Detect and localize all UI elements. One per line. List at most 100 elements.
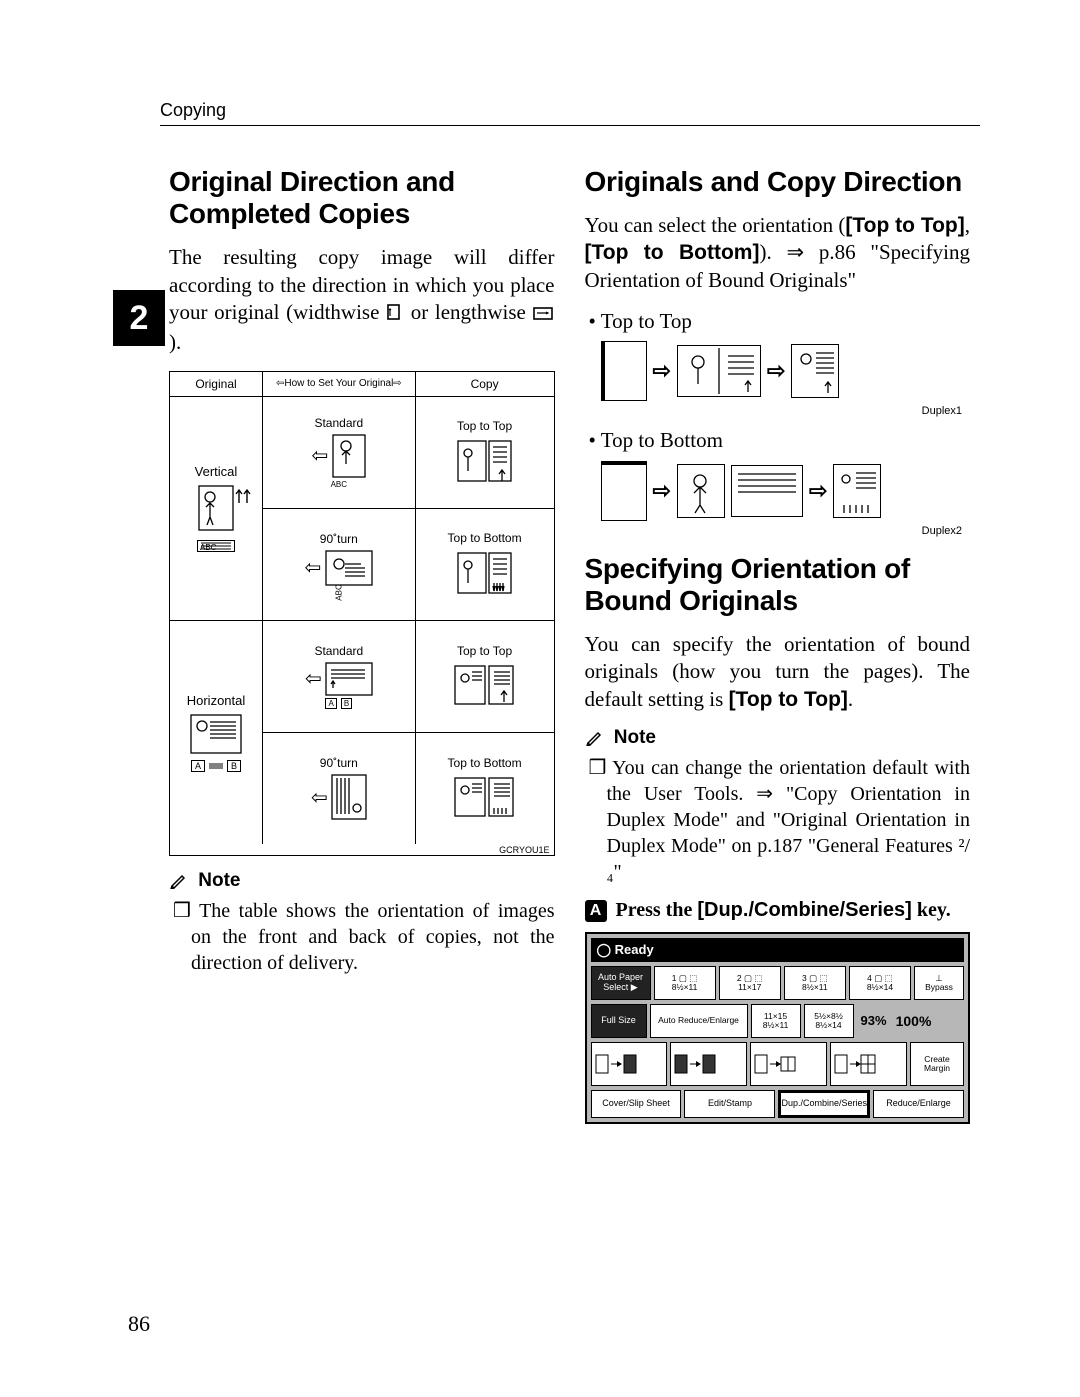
auto-reduce-enlarge-button[interactable]: Auto Reduce/Enlarge <box>650 1004 748 1038</box>
step-b: [Dup./Combine/Series] <box>697 899 911 921</box>
label-ttb-v: Top to Bottom <box>448 531 522 545</box>
duplex-icon-1 <box>594 1051 638 1077</box>
p2-b: [Top to Top] <box>729 688 848 711</box>
ref-ttb: Duplex2 <box>585 525 963 537</box>
step-1: A Press the [Dup./Combine/Series] key. <box>585 899 971 922</box>
page: Copying 2 Original Direction and Complet… <box>0 0 1080 1397</box>
heading-specifying: Specifying Orientation of Bound Original… <box>585 553 971 617</box>
tab-edit-stamp[interactable]: Edit/Stamp <box>684 1090 775 1118</box>
th-howto: ⇦How to Set Your Original⇨ <box>263 372 416 396</box>
spread-ttt-icon <box>678 346 760 396</box>
intro-text-c: ). <box>169 330 181 354</box>
label-b: B <box>227 760 241 772</box>
tray-3-button[interactable]: 3 ▢ ⬚8½×11 <box>784 966 846 1000</box>
pencil-icon <box>585 728 603 746</box>
turn90-v-icon <box>325 550 373 586</box>
ttt-v-icon <box>457 437 513 485</box>
bullet-top-to-bottom: Top to Bottom <box>603 427 971 454</box>
out-ttb <box>833 464 881 518</box>
create-margin-button[interactable]: CreateMargin <box>910 1042 964 1086</box>
note-label-left: Note <box>198 870 240 891</box>
mid-ttb-icon <box>678 465 724 517</box>
combine-mode-2-button[interactable] <box>830 1042 907 1086</box>
step-a: Press the <box>616 899 698 921</box>
label-standard-h: Standard <box>314 644 363 658</box>
th-original: Original <box>170 372 263 396</box>
control-panel: ◯ Ready Auto PaperSelect ▶ 1 ▢ ⬚8½×11 2 … <box>585 932 971 1124</box>
orientation-table: Original ⇦How to Set Your Original⇨ Copy… <box>169 371 555 856</box>
abc-label-3: ABC <box>334 584 343 600</box>
label-90turn-v: 90˚turn <box>320 532 358 546</box>
up-arrows-icon <box>234 487 254 505</box>
tab-cover-slip-sheet[interactable]: Cover/Slip Sheet <box>591 1090 682 1118</box>
combine-icon-2 <box>833 1051 877 1077</box>
panel-row-duplex: CreateMargin <box>591 1042 965 1086</box>
cell-ttt-h: Top to Top <box>416 621 554 733</box>
tray-1-button[interactable]: 1 ▢ ⬚8½×11 <box>654 966 716 1000</box>
sheet-in-ttt <box>601 341 647 401</box>
pencil-icon <box>169 871 187 889</box>
combine-mode-1-button[interactable] <box>750 1042 827 1086</box>
sheet-in-ttb <box>601 461 647 521</box>
step-c: key. <box>912 899 951 921</box>
duplex-mode-2-button[interactable] <box>670 1042 747 1086</box>
full-size-button[interactable]: Full Size <box>591 1004 647 1038</box>
cell-standard-v: Standard ⇦ ABC <box>263 397 415 509</box>
ref-ttt: Duplex1 <box>585 405 963 417</box>
intro-text-b: or lengthwise <box>411 300 533 324</box>
panel-row-zoom: Full Size Auto Reduce/Enlarge 11×158½×11… <box>591 1004 965 1038</box>
p1-c: , <box>965 213 970 237</box>
cell-original-horizontal: Horizontal A B <box>170 621 263 844</box>
tab-dup-combine-series[interactable]: Dup./Combine/Series <box>778 1090 870 1118</box>
cell-ttb-h: Top to Bottom <box>416 733 554 844</box>
spread-ttb-icon <box>732 466 802 516</box>
p1-d: [Top to Bottom] <box>585 241 760 264</box>
label-ttt-h: Top to Top <box>457 644 512 658</box>
ratio-100: 100% <box>894 1013 934 1029</box>
right-p2: You can specify the orientation of bound… <box>585 631 971 713</box>
heading-original-direction: Original Direction and Completed Copies <box>169 166 555 230</box>
label-ttt-v: Top to Top <box>457 419 512 433</box>
vertical-original-icon <box>198 485 234 531</box>
out-ttb-icon <box>834 465 880 517</box>
tab-reduce-enlarge[interactable]: Reduce/Enlarge <box>873 1090 964 1118</box>
p2-c: . <box>848 687 853 711</box>
p1-a: You can select the orientation ( <box>585 213 846 237</box>
bullet-top-to-top: Top to Top <box>603 308 971 335</box>
ratio-percent: 93% <box>857 1013 891 1028</box>
step-num-1: A <box>585 900 607 922</box>
duplex-mode-1-button[interactable] <box>591 1042 668 1086</box>
cell-standard-h: Standard ⇦ A B <box>263 621 415 733</box>
panel-status: ◯ Ready <box>591 938 965 962</box>
turn90-h-icon <box>331 774 367 820</box>
panel-tabs: Cover/Slip Sheet Edit/Stamp Dup./Combine… <box>591 1090 965 1118</box>
ttt-h-icon <box>454 662 516 708</box>
label-ttb-h: Top to Bottom <box>448 756 522 770</box>
label-standard-v: Standard <box>314 416 363 430</box>
out-ttt-icon <box>792 345 838 397</box>
note-head-right: Note <box>585 727 971 749</box>
label-a-2: A <box>325 698 336 709</box>
label-90turn-h: 90˚turn <box>320 756 358 770</box>
arrow-icon: ⇨ <box>767 358 785 384</box>
flow-top-to-top: ⇨ ⇨ <box>601 341 971 401</box>
bypass-button[interactable]: ⊥Bypass <box>914 966 964 1000</box>
note-body-left: The table shows the orientation of image… <box>191 898 555 976</box>
cell-90turn-v: 90˚turn ⇦ ABC <box>263 509 415 620</box>
widthwise-icon <box>386 302 404 329</box>
preset-1-button[interactable]: 11×158½×11 <box>751 1004 801 1038</box>
abc-label-1: ABC <box>200 543 216 552</box>
cell-90turn-h: 90˚turn ⇦ <box>263 733 415 844</box>
intro-paragraph: The resulting copy image will differ acc… <box>169 244 555 356</box>
page-number: 86 <box>128 1311 150 1337</box>
panel-row-trays: Auto PaperSelect ▶ 1 ▢ ⬚8½×11 2 ▢ ⬚11×17… <box>591 966 965 1000</box>
label-b-2: B <box>341 698 352 709</box>
preset-2-button[interactable]: 5½×8½8½×14 <box>804 1004 854 1038</box>
right-p1: You can select the orientation ( [Top to … <box>585 212 971 294</box>
mid-ttb <box>677 464 725 518</box>
ttb-v-icon <box>457 549 513 597</box>
auto-paper-select-button[interactable]: Auto PaperSelect ▶ <box>591 966 651 1000</box>
tray-4-button[interactable]: 4 ▢ ⬚8½×14 <box>849 966 911 1000</box>
chapter-tab: 2 <box>113 290 165 346</box>
tray-2-button[interactable]: 2 ▢ ⬚11×17 <box>719 966 781 1000</box>
